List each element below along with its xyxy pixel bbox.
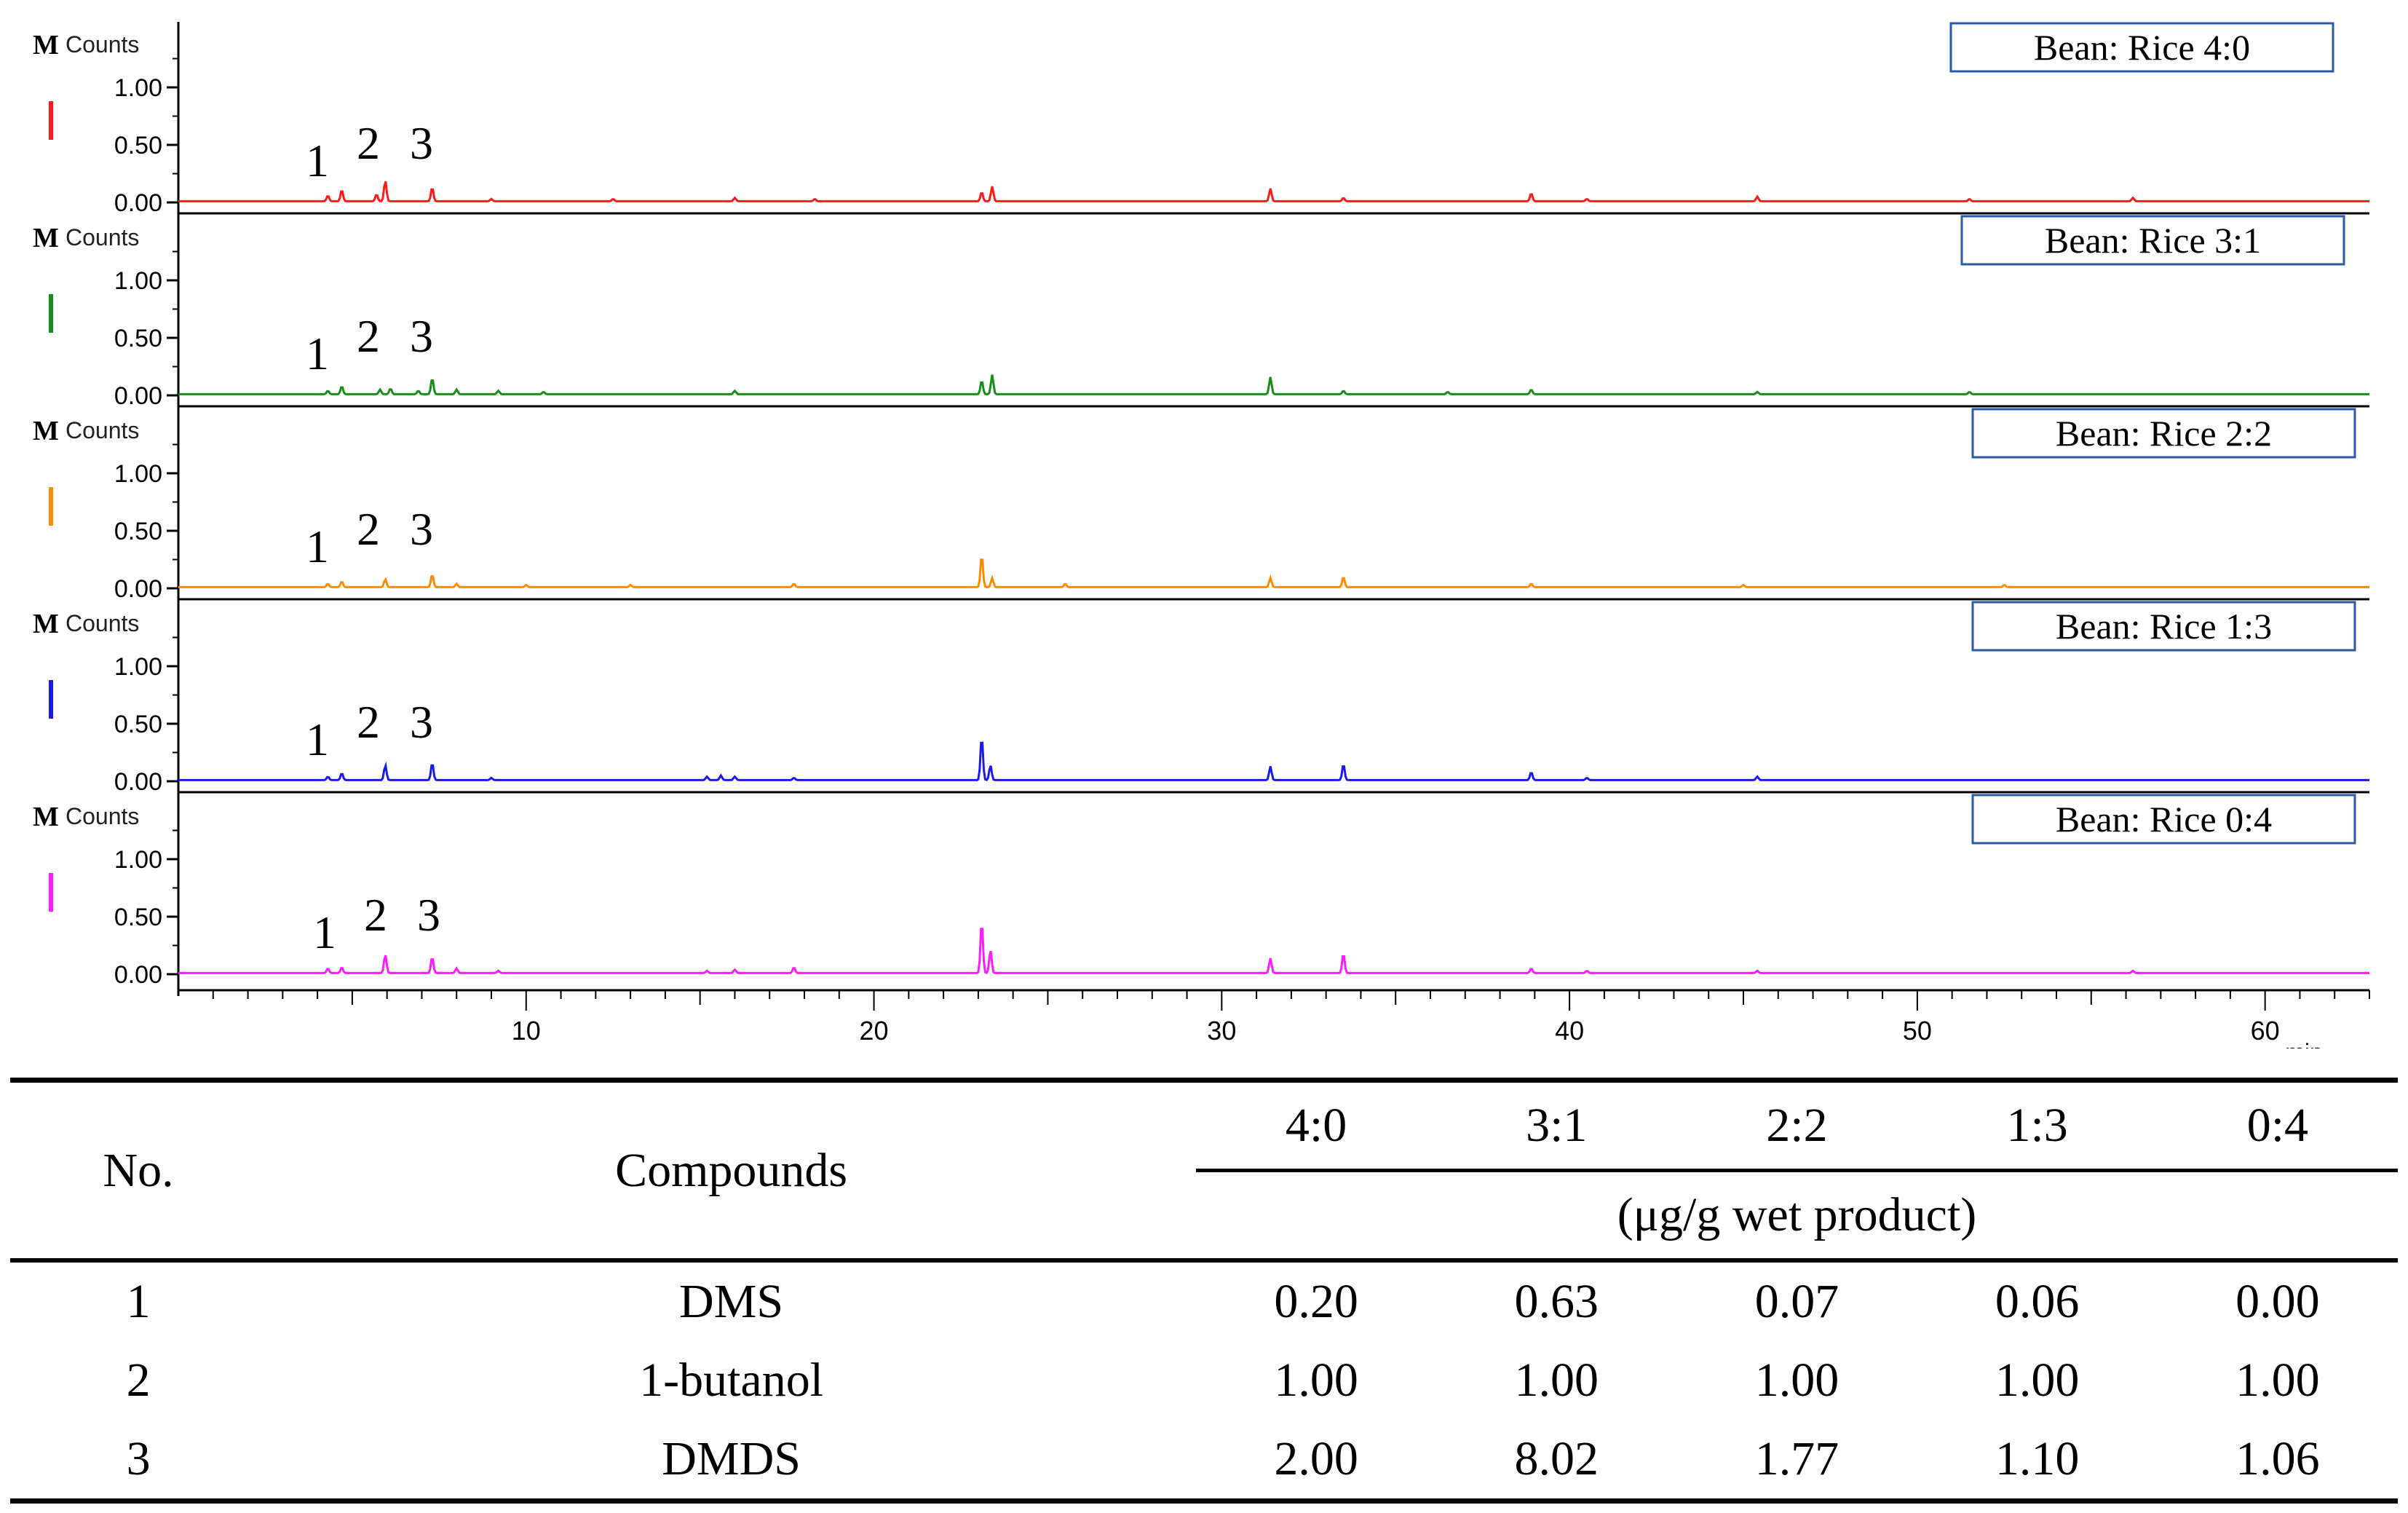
sample-label-box — [1949, 22, 2334, 73]
row-value: 2.00 — [1195, 1420, 1437, 1504]
table-row: 1 DMS 0.20 0.63 0.07 0.06 0.00 — [10, 1258, 2398, 1341]
chromatogram-trace-5 — [178, 928, 2369, 975]
x-axis-label: min — [2285, 1039, 2323, 1048]
row-value: 1.77 — [1676, 1420, 1917, 1504]
y-tick-label: 0.50 — [114, 132, 162, 159]
row-value: 1.00 — [1754, 1354, 1839, 1407]
header-ratio-0-4: 0:4 — [2157, 1078, 2398, 1172]
peak-label: 3 — [410, 117, 433, 169]
sample-label: Bean: Rice 1:3 — [2056, 606, 2272, 647]
sample-label: Bean: Rice 3:1 — [2045, 220, 2261, 261]
y-tick-label: 0.00 — [114, 382, 162, 410]
peak-label: 2 — [357, 503, 380, 555]
x-tick-label: 50 — [1903, 1016, 1932, 1046]
y-prefix-label: M — [33, 802, 59, 832]
row-no: 1 — [10, 1258, 267, 1341]
y-axis-label: Counts — [66, 417, 139, 443]
y-tick-label: 1.00 — [114, 460, 162, 488]
y-prefix-label: M — [33, 609, 59, 639]
row-value: 0.00 — [2157, 1258, 2398, 1341]
chromatogram-trace-2 — [178, 374, 2369, 395]
table-unit-row: (μg/g wet product) — [10, 1171, 2398, 1261]
peak-label: 3 — [410, 310, 433, 362]
row-no: 3 — [10, 1420, 267, 1504]
sample-label-box — [1971, 601, 2356, 652]
row-value: 0.07 — [1676, 1258, 1917, 1341]
row-no: 2 — [126, 1354, 151, 1407]
peak-label: 1 — [313, 906, 336, 958]
y-tick-label: 1.00 — [114, 846, 162, 874]
y-prefix-label: M — [33, 416, 59, 446]
y-axis-label: Counts — [66, 31, 139, 58]
table-row: 3 DMDS 2.00 8.02 1.77 1.10 1.06 — [10, 1420, 2398, 1504]
peak-label: 2 — [357, 117, 380, 169]
row-value: 0.06 — [1917, 1258, 2158, 1341]
sample-label-box — [1971, 794, 2356, 845]
sample-label: Bean: Rice 0:4 — [2056, 799, 2272, 840]
chromatogram-trace-3 — [178, 558, 2369, 588]
table-row: 2 1-butanol 1.00 1.00 1.00 1.00 1.00 — [10, 1341, 2398, 1420]
table-header-row: No. Compounds 4:0 3:1 2:2 1:3 0:4 — [10, 1078, 2398, 1260]
y-tick-label: 0.50 — [114, 518, 162, 545]
y-axis-label: Counts — [66, 610, 139, 636]
x-tick-label: 30 — [1207, 1016, 1236, 1046]
row-value: 1.00 — [1274, 1354, 1358, 1407]
y-tick-label: 0.00 — [114, 575, 162, 603]
row-value: 1.06 — [2157, 1420, 2398, 1504]
row-value: 1.10 — [1917, 1420, 2158, 1504]
y-tick-label: 0.00 — [114, 961, 162, 989]
peak-label: 3 — [410, 696, 433, 748]
compounds-table: No. Compounds 4:0 3:1 2:2 1:3 0:4 (μg/g … — [10, 1078, 2398, 1504]
sample-label: Bean: Rice 4:0 — [2034, 27, 2250, 68]
sample-label: Bean: Rice 2:2 — [2056, 413, 2272, 454]
y-tick-label: 0.00 — [114, 189, 162, 217]
peak-label: 3 — [410, 503, 433, 555]
header-unit: (μg/g wet product) — [1617, 1188, 1977, 1241]
row-value: 0.63 — [1436, 1258, 1677, 1341]
row-value: 0.20 — [1195, 1258, 1437, 1341]
chromatogram-trace-4 — [178, 741, 2369, 782]
sample-label-box — [1971, 408, 2356, 459]
header-compounds: Compounds — [266, 1078, 1196, 1260]
row-compound: 1-butanol — [639, 1354, 824, 1407]
chromatogram-trace-1 — [178, 181, 2369, 202]
y-tick-label: 1.00 — [114, 267, 162, 295]
y-prefix-label: M — [33, 223, 59, 253]
peak-label: 3 — [417, 889, 440, 941]
header-ratio-1-3: 1:3 — [1917, 1078, 2158, 1172]
header-ratio-2-2: 2:2 — [1676, 1078, 1917, 1172]
y-tick-label: 1.00 — [114, 653, 162, 681]
row-value: 1.00 — [1514, 1354, 1599, 1407]
y-prefix-label: M — [33, 30, 59, 60]
y-tick-label: 0.50 — [114, 711, 162, 738]
sample-label-box — [1960, 215, 2345, 266]
peak-label: 1 — [306, 521, 329, 572]
row-compound: DMS — [266, 1258, 1196, 1341]
header-no: No. — [10, 1078, 267, 1260]
row-value: 8.02 — [1436, 1420, 1677, 1504]
y-axis-label: Counts — [66, 803, 139, 829]
peak-label: 2 — [357, 310, 380, 362]
header-ratio-4-0: 4:0 — [1195, 1078, 1437, 1172]
peak-label: 1 — [306, 135, 329, 186]
y-tick-label: 0.00 — [114, 768, 162, 796]
y-tick-label: 0.50 — [114, 325, 162, 352]
row-value: 1.00 — [1995, 1354, 2080, 1407]
y-tick-label: 0.50 — [114, 904, 162, 931]
y-axis-label: Counts — [66, 224, 139, 250]
y-tick-label: 1.00 — [114, 74, 162, 102]
x-tick-label: 10 — [512, 1016, 541, 1046]
peak-label: 2 — [364, 889, 387, 941]
peak-label: 2 — [357, 696, 380, 748]
x-tick-label: 60 — [2251, 1016, 2280, 1046]
x-tick-label: 20 — [860, 1016, 889, 1046]
peak-label: 1 — [306, 714, 329, 765]
row-compound: DMDS — [266, 1420, 1196, 1504]
x-tick-label: 40 — [1555, 1016, 1584, 1046]
header-ratio-3-1: 3:1 — [1436, 1078, 1677, 1172]
row-value: 1.00 — [2235, 1354, 2320, 1407]
peak-label: 1 — [306, 328, 329, 379]
